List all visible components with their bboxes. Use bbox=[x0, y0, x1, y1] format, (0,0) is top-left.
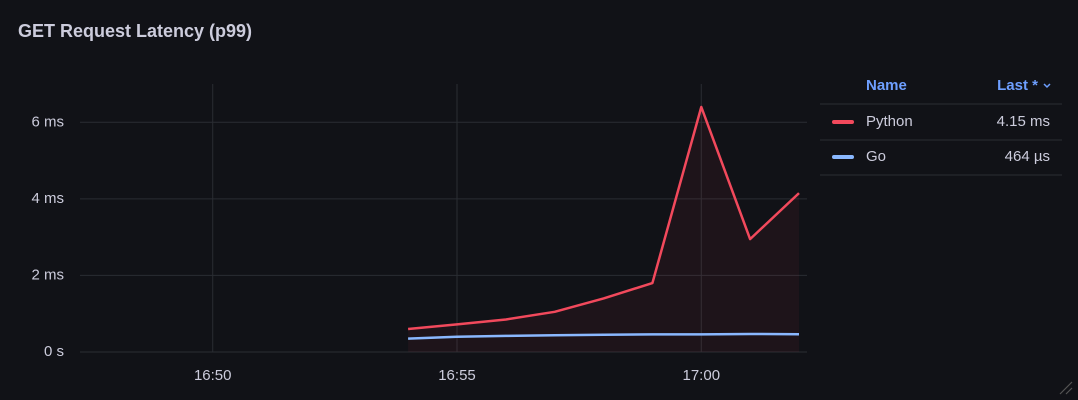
legend-header[interactable]: Last * bbox=[997, 77, 1038, 94]
legend-last-value: 464 µs bbox=[1005, 148, 1050, 165]
panel-title: GET Request Latency (p99) bbox=[18, 21, 252, 41]
legend-label: Python bbox=[866, 113, 913, 130]
legend-header[interactable]: Name bbox=[866, 77, 907, 94]
series-line bbox=[408, 332, 800, 340]
resize-handle[interactable] bbox=[1059, 381, 1073, 395]
x-tick-label: 17:00 bbox=[683, 367, 721, 384]
sort-icon bbox=[1043, 83, 1051, 89]
y-tick-label: 6 ms bbox=[31, 113, 64, 130]
y-tick-label: 0 s bbox=[44, 343, 64, 360]
area-fill bbox=[408, 107, 799, 352]
x-tick-label: 16:55 bbox=[438, 367, 476, 384]
legend-label: Go bbox=[866, 148, 886, 165]
series-line bbox=[407, 105, 800, 331]
legend-last-value: 4.15 ms bbox=[997, 113, 1050, 130]
y-tick-label: 4 ms bbox=[31, 190, 64, 207]
y-tick-label: 2 ms bbox=[31, 266, 64, 283]
x-tick-label: 16:50 bbox=[194, 367, 232, 384]
